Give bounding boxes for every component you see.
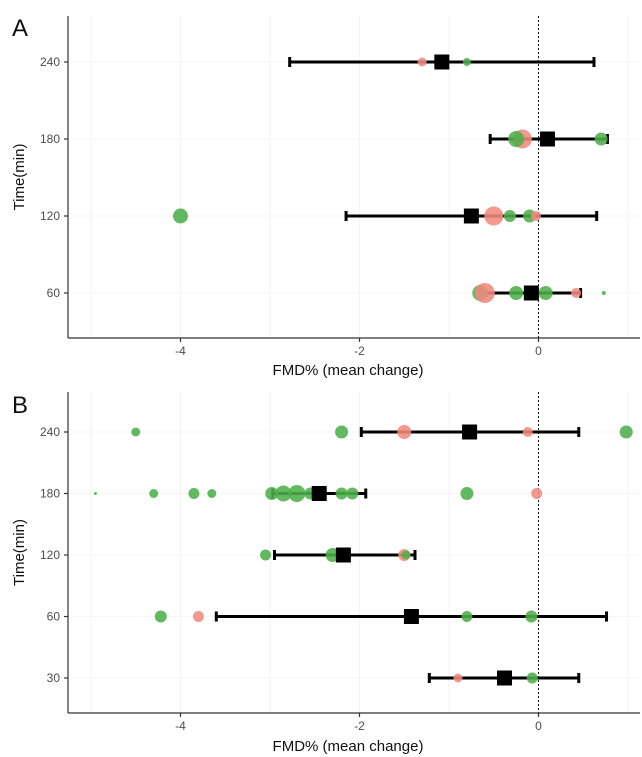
panel-b-summary-markers <box>311 424 512 686</box>
panel-a-error-bars <box>288 57 609 298</box>
study-point-red <box>453 673 463 683</box>
y-tick-label: 120 <box>40 548 60 562</box>
x-tick-label: -4 <box>175 719 186 733</box>
panel-a-summary-markers <box>434 54 555 301</box>
panel-a-x-axis-title: FMD% (mean change) <box>273 362 424 379</box>
panel-b-label: B <box>12 392 28 419</box>
x-tick-label: -2 <box>354 344 365 358</box>
study-point-green <box>207 489 217 498</box>
study-point-green <box>509 286 524 300</box>
study-point-green <box>173 208 188 224</box>
summary-mean-marker <box>463 208 479 224</box>
study-point-red <box>484 206 504 226</box>
panel-a-y-axis-title: Time(min) <box>11 144 28 211</box>
panel-b-x-axis-title: FMD% (mean change) <box>273 738 424 755</box>
y-tick-label: 180 <box>40 487 60 501</box>
y-tick-label: 30 <box>47 671 61 685</box>
x-tick-label: -4 <box>175 344 186 358</box>
study-point-green <box>503 210 516 222</box>
summary-mean-marker <box>523 285 539 301</box>
x-tick-label: 0 <box>535 719 542 733</box>
study-point-red <box>192 611 204 622</box>
summary-mean-marker <box>539 131 555 147</box>
study-point-green <box>525 610 538 623</box>
study-point-green <box>538 286 553 300</box>
study-point-red <box>522 427 533 437</box>
study-point-red <box>571 288 582 298</box>
summary-mean-marker <box>434 54 450 70</box>
summary-mean-marker <box>462 424 478 440</box>
y-tick-label: 60 <box>47 286 61 300</box>
study-point-green <box>93 492 97 495</box>
study-point-green <box>601 291 606 295</box>
study-point-green <box>154 610 167 623</box>
study-point-red <box>417 57 427 67</box>
panel-b-ticks: -4 -2 0 30 60 120 180 240 <box>40 425 542 733</box>
panel-a-points <box>173 57 608 303</box>
study-point-green <box>346 487 359 500</box>
panel-a-ticks: -4 -2 0 60 120 180 240 <box>40 55 542 358</box>
y-tick-label: 60 <box>47 610 61 624</box>
panel-a-label: A <box>12 15 28 42</box>
study-point-green <box>508 131 525 147</box>
study-point-green <box>131 427 141 437</box>
panel-a: A -4 -2 0 60 120 180 240 FMD% (mean change) Ti… <box>11 15 640 379</box>
study-point-green <box>460 487 474 500</box>
y-tick-label: 120 <box>40 209 60 223</box>
panel-b-grid <box>68 392 640 713</box>
panel-b-y-axis-title: Time(min) <box>11 519 28 586</box>
summary-mean-marker <box>403 609 419 624</box>
y-tick-label: 240 <box>40 55 60 69</box>
study-point-green <box>335 487 348 500</box>
study-point-green <box>401 550 411 560</box>
study-point-green <box>260 549 272 561</box>
y-tick-label: 240 <box>40 425 60 439</box>
study-point-green <box>188 488 200 499</box>
summary-mean-marker <box>311 486 327 501</box>
study-point-green <box>461 611 473 622</box>
summary-mean-marker <box>335 547 351 563</box>
x-tick-label: 0 <box>535 344 542 358</box>
study-point-green <box>288 485 306 502</box>
study-point-green <box>275 485 292 502</box>
study-point-green <box>526 672 538 684</box>
study-point-red <box>474 283 495 303</box>
study-point-green <box>335 425 349 439</box>
panel-b-points <box>93 425 633 684</box>
study-point-red <box>530 211 541 221</box>
study-point-green <box>149 489 159 498</box>
panel-a-grid <box>68 16 640 338</box>
study-point-green <box>265 487 279 500</box>
study-point-green <box>594 132 608 146</box>
summary-mean-marker <box>496 670 512 686</box>
study-point-red <box>397 425 412 439</box>
x-tick-label: -2 <box>354 719 365 733</box>
y-tick-label: 180 <box>40 132 60 146</box>
study-point-red <box>531 488 543 499</box>
study-point-green <box>462 58 471 66</box>
study-point-green <box>619 425 633 439</box>
